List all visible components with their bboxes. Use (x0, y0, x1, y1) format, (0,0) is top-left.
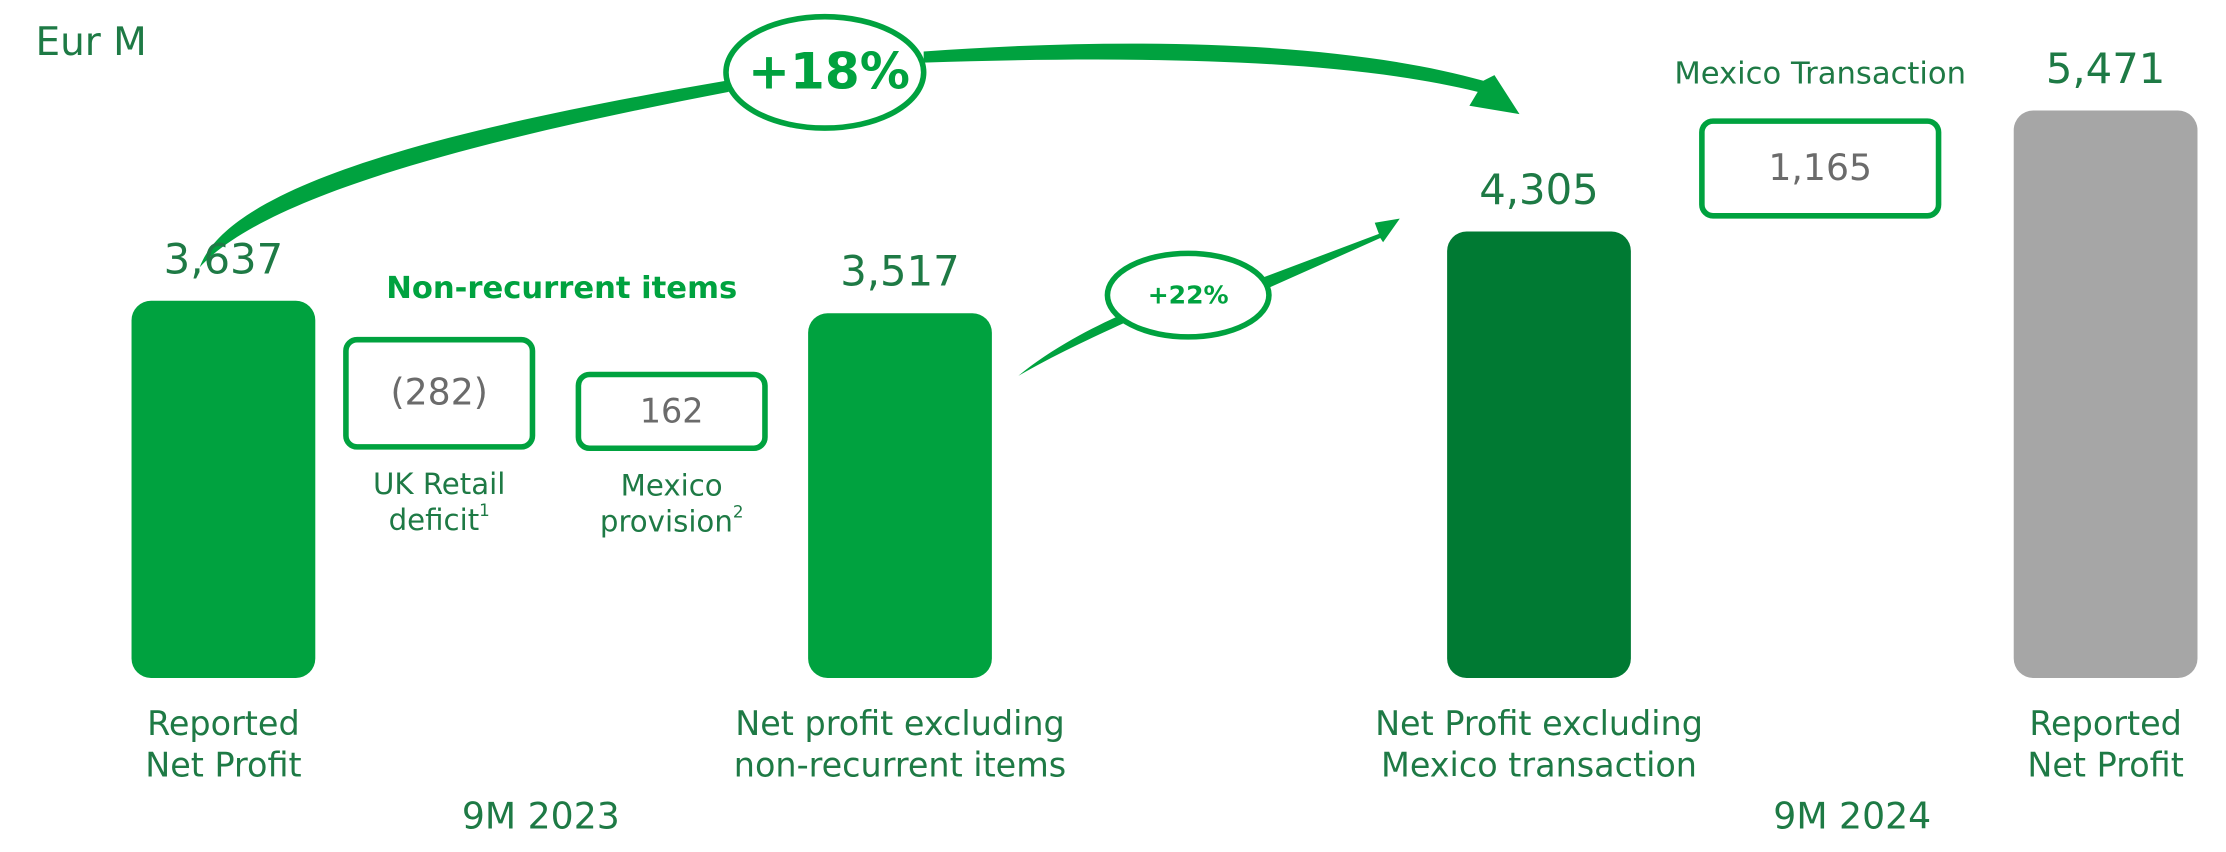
mexico-value: 1,165 (1768, 146, 1872, 189)
mexico-box (1699, 118, 1942, 219)
growth-bubble (1104, 250, 1272, 340)
adjustment-name: provision2 (600, 501, 744, 539)
growth-arrow (1260, 218, 1400, 290)
adjustment-name: deficit1 (389, 499, 490, 537)
mexico-name: Mexico Transaction (1674, 57, 1966, 92)
category-label: Net Profit (2027, 746, 2183, 785)
value-label: 3,517 (840, 247, 960, 296)
bar (1447, 231, 1631, 678)
growth-arrow (923, 43, 1520, 115)
growth-arrow (1018, 314, 1125, 376)
adjustment-box (575, 371, 768, 452)
bar (808, 313, 992, 678)
unit-label: Eur M (35, 20, 146, 65)
bar (131, 300, 316, 678)
adjustment-value: 162 (640, 391, 704, 430)
bar (2013, 110, 2198, 678)
value-label: 3,637 (164, 234, 284, 283)
growth-label: +22% (1148, 281, 1229, 310)
category-label: Net Profit (145, 746, 301, 785)
adjustment-box (343, 336, 536, 450)
category-label: non-recurrent items (734, 746, 1066, 785)
value-label: 5,471 (2046, 44, 2166, 93)
adjustment-value: (282) (391, 371, 488, 414)
adjustment-name: Mexico (621, 468, 723, 502)
footnote: 2 (733, 501, 744, 521)
growth-arrow (199, 80, 729, 268)
category-label: Net Profit excluding (1375, 704, 1703, 743)
category-label: Reported (147, 704, 300, 743)
growth-bubble (723, 13, 927, 131)
adjustments-title: Non-recurrent items (386, 271, 737, 306)
footnote: 1 (479, 499, 490, 519)
value-label: 4,305 (1479, 165, 1599, 214)
category-label: Net profit excluding (735, 704, 1065, 743)
category-label: Reported (2029, 704, 2182, 743)
growth-label: +18% (748, 42, 910, 101)
period-label: 9M 2023 (462, 795, 620, 838)
category-label: Mexico transaction (1381, 746, 1697, 785)
period-label: 9M 2024 (1773, 795, 1931, 838)
adjustment-name: UK Retail (373, 467, 505, 501)
